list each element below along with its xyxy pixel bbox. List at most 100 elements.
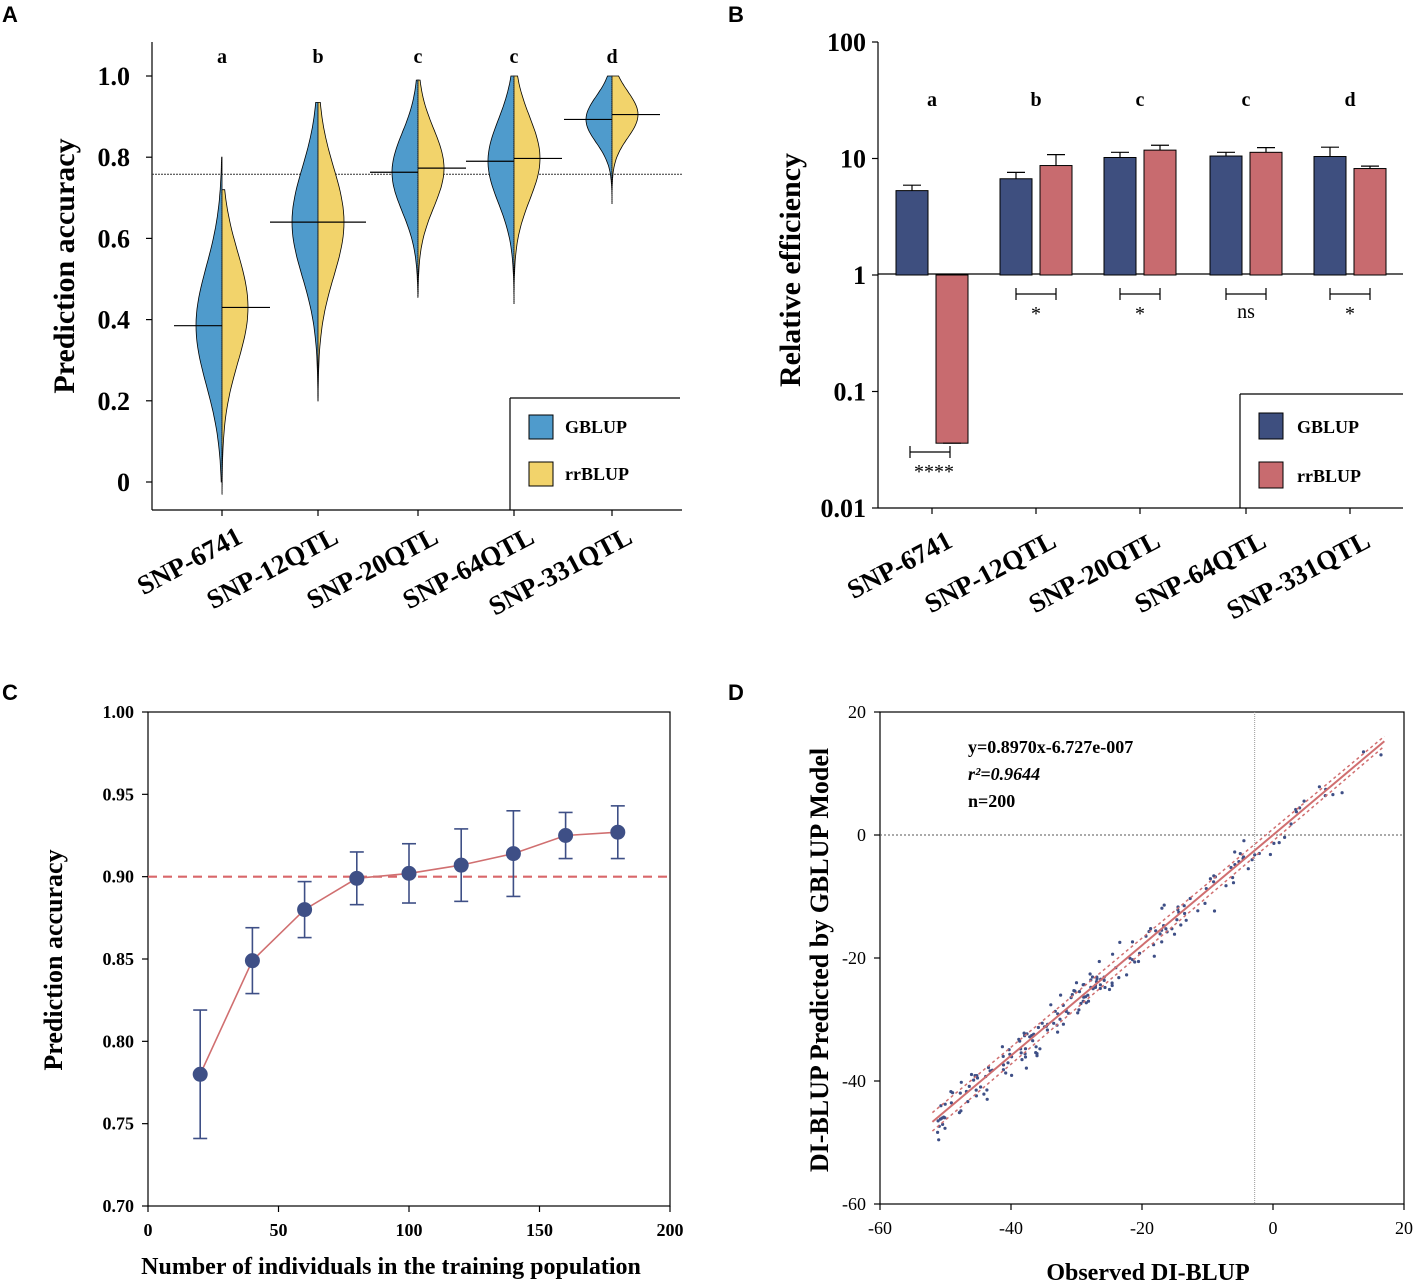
b-bar-gblup xyxy=(1209,155,1243,276)
a-violin-rrblup xyxy=(417,79,445,296)
b-legend-gblup-label: GBLUP xyxy=(1297,417,1359,437)
d-data-point xyxy=(1056,1030,1060,1034)
a-group-letter: c xyxy=(510,46,519,68)
b-bar-rrblup xyxy=(1353,168,1387,276)
panel-c: C 0 50 100 150 200 0.70 0.75 0.80 0.85 0.90 0.95 1.… xyxy=(2,680,684,1280)
d-data-point xyxy=(1224,884,1228,888)
d-data-point xyxy=(1302,799,1306,803)
d-data-point xyxy=(1000,1045,1005,1049)
b-bar-rrblup xyxy=(935,274,969,444)
d-data-point xyxy=(938,1117,943,1121)
b-legend: GBLUP rrBLUP xyxy=(1239,393,1403,508)
panel-label-c: C xyxy=(2,680,18,705)
b-sig-label: ns xyxy=(1237,301,1255,323)
d-data-point xyxy=(1023,1055,1028,1059)
d-data-point xyxy=(969,1072,974,1077)
d-data-point xyxy=(1049,1003,1053,1007)
d-data-point xyxy=(1059,993,1063,997)
d-data-point xyxy=(943,1102,947,1106)
d-data-point xyxy=(937,1138,941,1142)
d-data-point xyxy=(1076,1011,1080,1015)
d-x-tick-label: -60 xyxy=(868,1218,892,1238)
d-data-point xyxy=(1004,1071,1008,1075)
d-data-point xyxy=(1022,1031,1026,1035)
d-x-tick-label: 20 xyxy=(1395,1218,1413,1238)
d-data-point xyxy=(1149,927,1153,931)
c-data-point xyxy=(192,1066,208,1082)
d-annotation-r2: r²=0.9644 xyxy=(968,764,1040,784)
d-data-point xyxy=(959,1080,963,1084)
d-data-point xyxy=(986,1065,991,1070)
d-data-point xyxy=(1001,1063,1006,1067)
b-bar-gblup xyxy=(895,190,929,276)
d-data-point xyxy=(1040,1021,1044,1025)
a-y-tick-label: 1.0 xyxy=(98,62,131,91)
b-bar-rrblup xyxy=(1039,165,1073,276)
b-group-letter: d xyxy=(1344,89,1355,111)
a-violin-rrblup xyxy=(611,75,639,204)
d-data-point xyxy=(1084,1001,1088,1005)
b-legend-rrblup-label: rrBLUP xyxy=(1297,466,1361,486)
c-y-label: Prediction accuracy xyxy=(39,849,68,1070)
d-data-point xyxy=(1052,1021,1056,1025)
a-violin-gblup xyxy=(487,75,515,304)
d-y-label: DI-BLUP Predicted by GBLUP Model xyxy=(805,748,834,1172)
d-data-point xyxy=(1024,1066,1028,1070)
d-data-point xyxy=(1379,753,1383,757)
d-x-tick-label: -20 xyxy=(1130,1218,1154,1238)
a-y-tick-label: 0.6 xyxy=(98,224,131,253)
d-data-point xyxy=(1010,1073,1014,1077)
d-annotation-n: n=200 xyxy=(968,791,1015,811)
d-data-point xyxy=(1160,906,1164,910)
b-group-letter: c xyxy=(1136,89,1145,111)
c-data-point xyxy=(297,902,313,918)
d-data-point xyxy=(1038,1047,1042,1051)
a-y-tick-label: 0.2 xyxy=(98,387,131,416)
d-data-point xyxy=(1212,909,1217,913)
d-data-point xyxy=(1110,981,1114,985)
d-data-point xyxy=(1242,839,1246,843)
d-data-point xyxy=(1289,822,1293,826)
d-data-point xyxy=(1007,1048,1011,1052)
d-data-point xyxy=(1098,983,1102,987)
d-y-tick-label: 0 xyxy=(857,825,866,845)
d-data-point xyxy=(1212,874,1216,878)
d-data-point xyxy=(1001,1054,1005,1058)
panel-label-a: A xyxy=(2,2,18,27)
d-data-point xyxy=(1231,881,1236,885)
d-data-point xyxy=(1268,852,1272,857)
d-data-point xyxy=(1107,987,1112,992)
d-data-point xyxy=(1125,973,1129,977)
b-y-label: Relative efficiency xyxy=(774,153,807,387)
a-violin-gblup xyxy=(585,75,613,204)
d-data-point xyxy=(1152,954,1156,958)
d-data-point xyxy=(1072,989,1076,993)
d-data-point xyxy=(1128,956,1132,960)
d-data-point xyxy=(1097,959,1101,964)
a-violin-rrblup xyxy=(513,75,541,304)
d-x-tick-label: -40 xyxy=(999,1218,1023,1238)
d-data-point xyxy=(1298,806,1302,810)
c-data-point xyxy=(401,865,417,881)
d-data-point xyxy=(1117,976,1121,980)
a-legend: GBLUP rrBLUP xyxy=(509,397,680,510)
c-x-tick-label: 200 xyxy=(657,1220,684,1240)
panel-label-d: D xyxy=(728,680,744,705)
b-group-letter: c xyxy=(1242,89,1251,111)
d-data-point xyxy=(1179,923,1183,927)
b-y-tick-label: 0.1 xyxy=(834,378,867,407)
d-data-point xyxy=(1175,918,1179,922)
a-violin-gblup xyxy=(391,79,419,298)
d-x-label: Observed DI-BLUP xyxy=(1046,1260,1249,1286)
b-y-tick-label: 0.01 xyxy=(821,494,867,523)
a-group-letter: b xyxy=(312,46,323,68)
b-bar-gblup xyxy=(1103,156,1137,276)
d-ci-upper xyxy=(931,735,1385,1114)
d-data-point xyxy=(1130,940,1135,944)
c-x-tick-label: 50 xyxy=(270,1220,288,1240)
a-group-letter: d xyxy=(606,46,617,68)
